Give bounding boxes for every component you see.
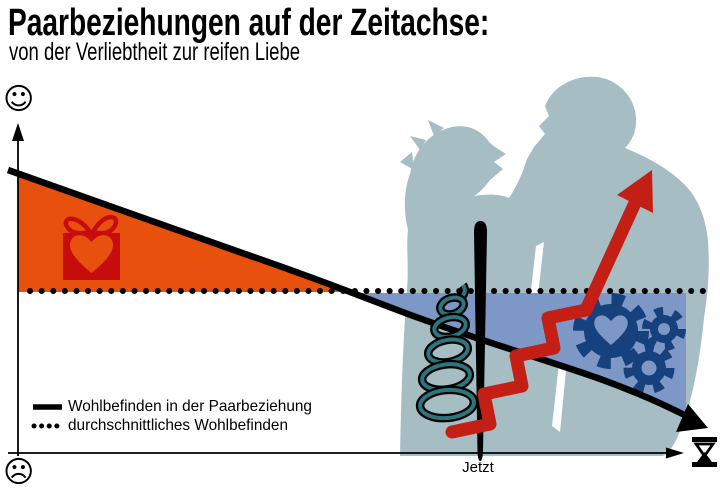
y-axis-arrowhead (12, 123, 24, 141)
gift-heart-icon (63, 214, 120, 280)
wellbeing-curve (6, 166, 708, 432)
gear-icon-bottom (623, 342, 675, 394)
gear-icon-small (642, 307, 686, 351)
hourglass-icon (692, 437, 717, 467)
page-subtitle: von der Verliebtheit zur reifen Liebe (9, 38, 301, 66)
legend-label-average: durchschnittliches Wohlbefinden (68, 417, 289, 434)
upswing-arrow (445, 170, 653, 439)
spiral-icon (415, 282, 479, 423)
page-title: Paarbeziehungen auf der Zeitachse: (8, 2, 490, 44)
now-label: Jetzt (462, 459, 494, 476)
x-axis (8, 447, 684, 459)
heart-gear-icon (573, 293, 649, 369)
sad-face-icon: ☹ (3, 455, 35, 490)
x-axis-arrowhead (666, 447, 684, 459)
legend-label-wellbeing: Wohlbefinden in der Paarbeziehung (68, 398, 312, 415)
curve-arrowhead (676, 404, 708, 432)
happy-face-icon: ☺ (3, 82, 35, 117)
y-axis (12, 123, 24, 456)
